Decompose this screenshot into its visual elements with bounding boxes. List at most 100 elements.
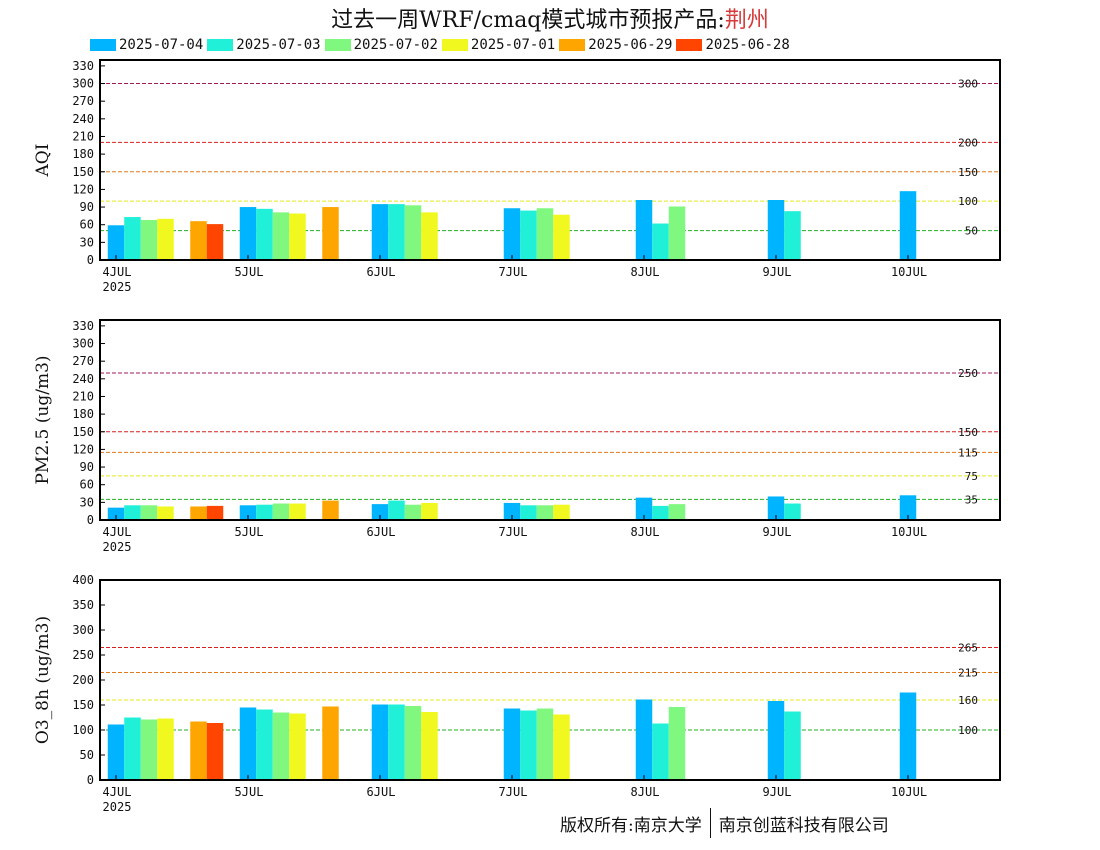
y-tick-label: 120 [72, 442, 94, 456]
bar [668, 206, 686, 260]
legend-item: 2025-07-04 [90, 37, 203, 53]
bar [421, 502, 438, 520]
threshold-label: 50 [965, 225, 978, 238]
title-city: 荆州 [724, 8, 769, 33]
x-tick-label: 8JUL [631, 265, 660, 279]
threshold-label: 200 [958, 136, 978, 149]
bar [536, 708, 554, 780]
threshold-label: 160 [958, 694, 978, 707]
bar [157, 506, 174, 520]
y-tick-label: 400 [72, 573, 94, 587]
y-tick-label: 180 [72, 147, 94, 161]
bar [206, 505, 224, 520]
bar [388, 204, 405, 260]
copyright-footer: 版权所有:南京大学 南京创蓝科技有限公司 [560, 806, 889, 840]
legend-item: 2025-07-03 [207, 37, 321, 53]
bar [421, 712, 438, 780]
y-tick-label: 270 [72, 354, 94, 368]
y-tick-label: 300 [72, 623, 94, 637]
bar [899, 191, 917, 260]
y-tick-label: 210 [72, 389, 94, 403]
x-tick-label: 10JUL [891, 525, 927, 539]
bar [767, 200, 785, 260]
bar [899, 495, 917, 520]
bar [668, 707, 686, 780]
x-tick-label: 9JUL [763, 785, 792, 799]
bar [652, 505, 669, 520]
x-tick-label: 4JUL [103, 265, 132, 279]
x-tick-label: 4JUL [103, 525, 132, 539]
y-tick-label: 150 [72, 698, 94, 712]
bar [107, 225, 125, 260]
bar [322, 706, 339, 780]
legend: 2025-07-04 2025-07-03 2025-07-02 2025-07-01… [90, 36, 794, 54]
y-tick-label: 270 [72, 94, 94, 108]
legend-item: 2025-06-29 [559, 37, 672, 53]
bar [767, 496, 785, 520]
y-tick-label: 240 [72, 372, 94, 386]
x-tick-label: 8JUL [631, 785, 660, 799]
y-tick-label: 60 [80, 478, 94, 492]
x-tick-label: 5JUL [235, 785, 264, 799]
x-tick-label: 10JUL [891, 785, 927, 799]
y-tick-label: 200 [72, 673, 94, 687]
x-tick-label: 6JUL [367, 525, 396, 539]
legend-swatch [559, 39, 586, 51]
y-tick-label: 0 [87, 513, 94, 527]
bar [503, 208, 521, 260]
bar [899, 692, 917, 780]
bar [553, 214, 570, 260]
x-tick-label: 7JUL [499, 785, 528, 799]
bar [107, 507, 125, 520]
threshold-label: 35 [965, 493, 978, 506]
y-tick-label: 180 [72, 407, 94, 421]
bar [520, 710, 537, 780]
y-axis-label: O3_8h (ug/m3) [33, 616, 53, 744]
bar [784, 711, 801, 780]
bar [124, 505, 141, 520]
y-axis-label: PM2.5 (ug/m3) [33, 355, 53, 484]
bar [404, 706, 422, 780]
bar [190, 221, 207, 260]
bar [140, 220, 158, 260]
bar [652, 723, 669, 780]
bar [239, 707, 257, 780]
bar [190, 721, 207, 780]
legend-swatch [676, 39, 703, 51]
bar [157, 218, 174, 260]
bar [784, 503, 801, 520]
y-tick-label: 150 [72, 425, 94, 439]
bar [784, 211, 801, 260]
x-tick-label: 9JUL [763, 525, 792, 539]
bar [239, 207, 257, 260]
threshold-label: 215 [958, 667, 978, 680]
legend-swatch [90, 39, 116, 51]
copyright-right: 南京创蓝科技有限公司 [718, 815, 889, 836]
bar [404, 504, 422, 520]
bar [272, 503, 290, 520]
threshold-label: 150 [958, 426, 978, 439]
x-tick-label: 6JUL [367, 785, 396, 799]
y-axis-label: AQI [33, 144, 53, 178]
y-tick-label: 0 [87, 253, 94, 267]
y-tick-label: 250 [72, 648, 94, 662]
bar [124, 717, 141, 780]
legend-item: 2025-07-01 [441, 37, 555, 53]
legend-swatch [441, 39, 468, 51]
bar [256, 709, 273, 780]
x-tick-label: 10JUL [891, 265, 927, 279]
legend-swatch [207, 39, 234, 51]
threshold-label: 300 [958, 78, 978, 91]
threshold-label: 250 [958, 367, 978, 380]
x-tick-label: 7JUL [499, 265, 528, 279]
y-tick-label: 30 [80, 495, 94, 509]
x-tick-label: 4JUL [103, 785, 132, 799]
bar [190, 506, 207, 520]
chart-panel: 300 200 150 100 50 0 30 60 90 120 150 180 210 240 270 3… [33, 59, 1001, 294]
bar [157, 718, 174, 780]
y-tick-label: 120 [72, 182, 94, 196]
bar [388, 500, 405, 520]
y-tick-label: 330 [72, 319, 94, 333]
bar [124, 217, 141, 260]
bar [140, 505, 158, 520]
